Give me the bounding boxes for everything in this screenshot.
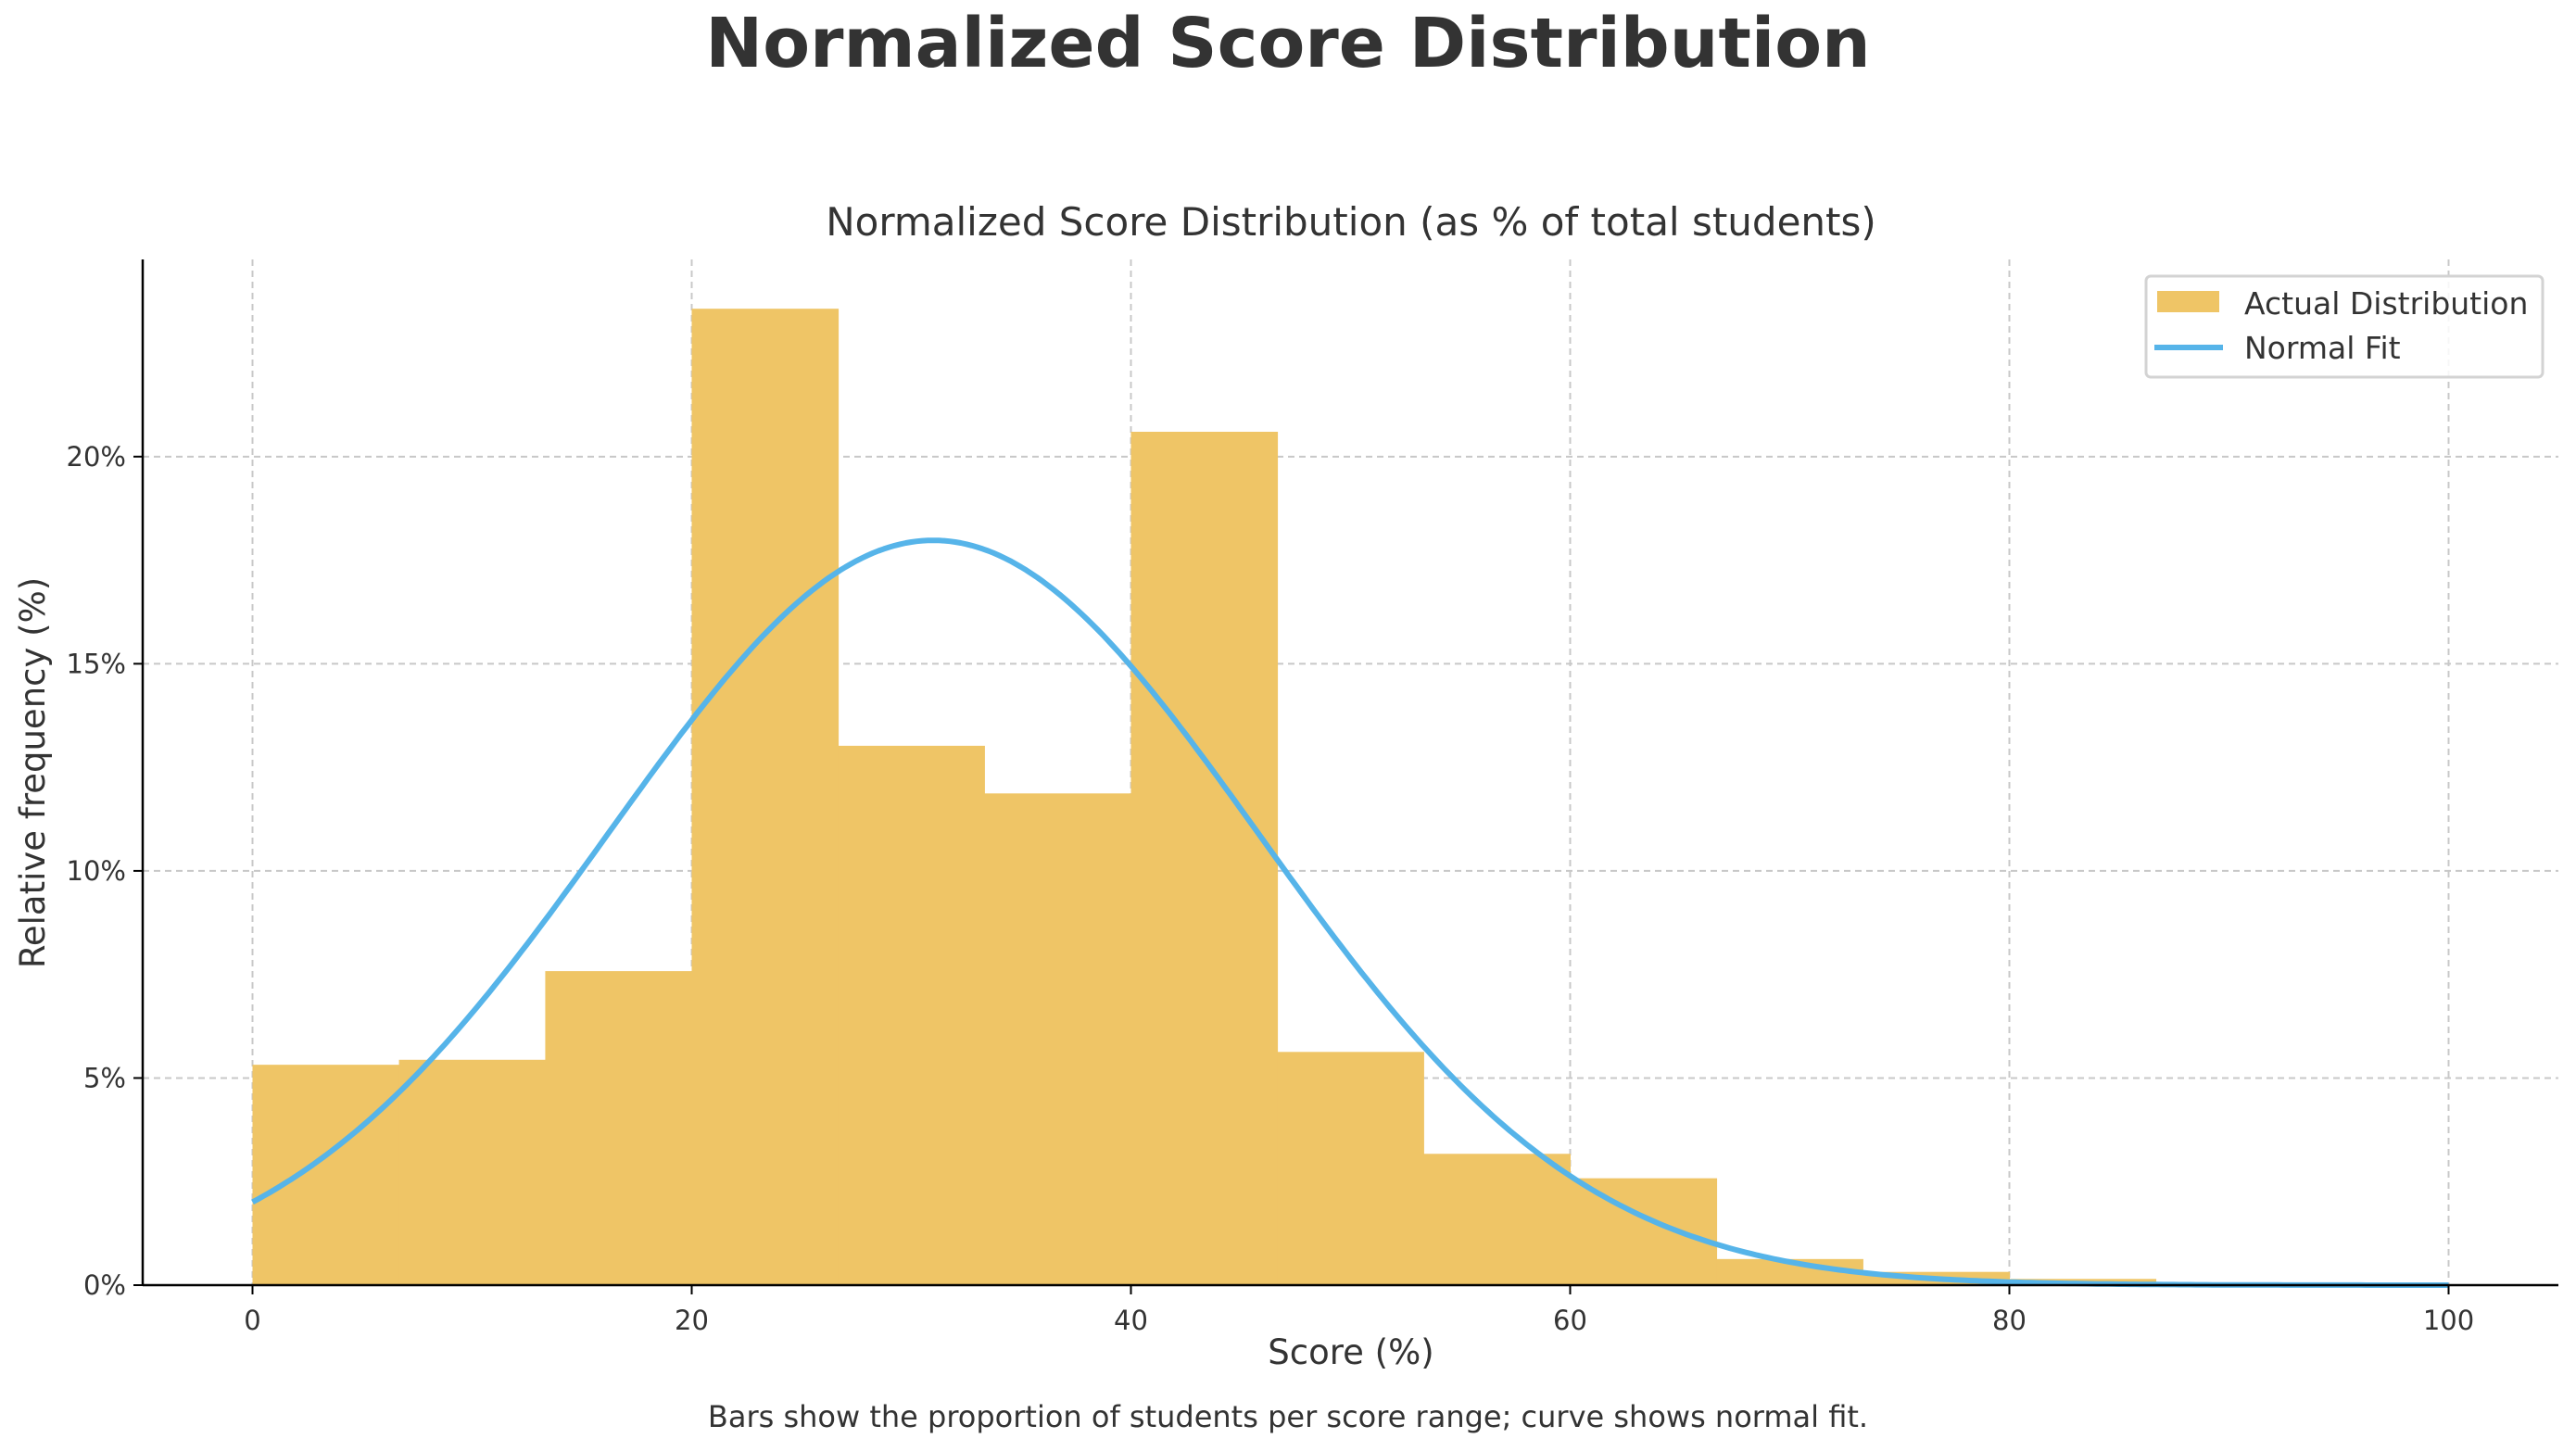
histogram-bar	[691, 309, 840, 1285]
axes	[133, 259, 2558, 1294]
y-axis-label: Relative frequency (%)	[13, 577, 53, 968]
histogram-bar	[252, 1065, 400, 1285]
histogram-bar	[838, 745, 985, 1285]
caption: Bars show the proportion of students per…	[708, 1399, 1868, 1434]
legend-label-normal: Normal Fit	[2244, 330, 2401, 366]
x-tick-label: 80	[1992, 1305, 2027, 1336]
histogram-bar	[545, 971, 692, 1285]
histogram-bars	[252, 309, 2449, 1285]
y-tick-label: 10%	[67, 855, 126, 887]
x-tick-label: 20	[675, 1305, 709, 1336]
legend-label-actual: Actual Distribution	[2244, 285, 2528, 322]
histogram-bar	[1423, 1154, 1571, 1285]
histogram-bar	[1570, 1178, 1718, 1285]
x-tick-label: 60	[1553, 1305, 1587, 1336]
histogram-bar	[984, 793, 1131, 1285]
tick-labels: 0 20 40 60 80 100 0% 5% 10% 15% 20%	[67, 441, 2475, 1336]
x-tick-label: 0	[244, 1305, 260, 1336]
figure-title: Normalized Score Distribution	[705, 4, 1870, 83]
y-tick-label: 15%	[67, 648, 126, 679]
histogram-bar	[1277, 1052, 1424, 1285]
histogram-bar	[1130, 431, 1279, 1285]
histogram-bar	[398, 1059, 546, 1285]
chart-title: Normalized Score Distribution (as % of t…	[826, 199, 1876, 245]
x-tick-label: 40	[1114, 1305, 1148, 1336]
y-tick-label: 5%	[83, 1062, 126, 1093]
legend-box	[2144, 274, 2544, 379]
x-axis-label: Score (%)	[1268, 1332, 1433, 1372]
legend: Actual Distribution Normal Fit	[2144, 274, 2544, 379]
legend-swatch-actual	[2157, 291, 2219, 312]
y-tick-label: 20%	[67, 441, 126, 473]
x-tick-label: 100	[2423, 1305, 2474, 1336]
y-tick-label: 0%	[83, 1269, 126, 1301]
normal-fit-line	[251, 537, 2449, 1288]
